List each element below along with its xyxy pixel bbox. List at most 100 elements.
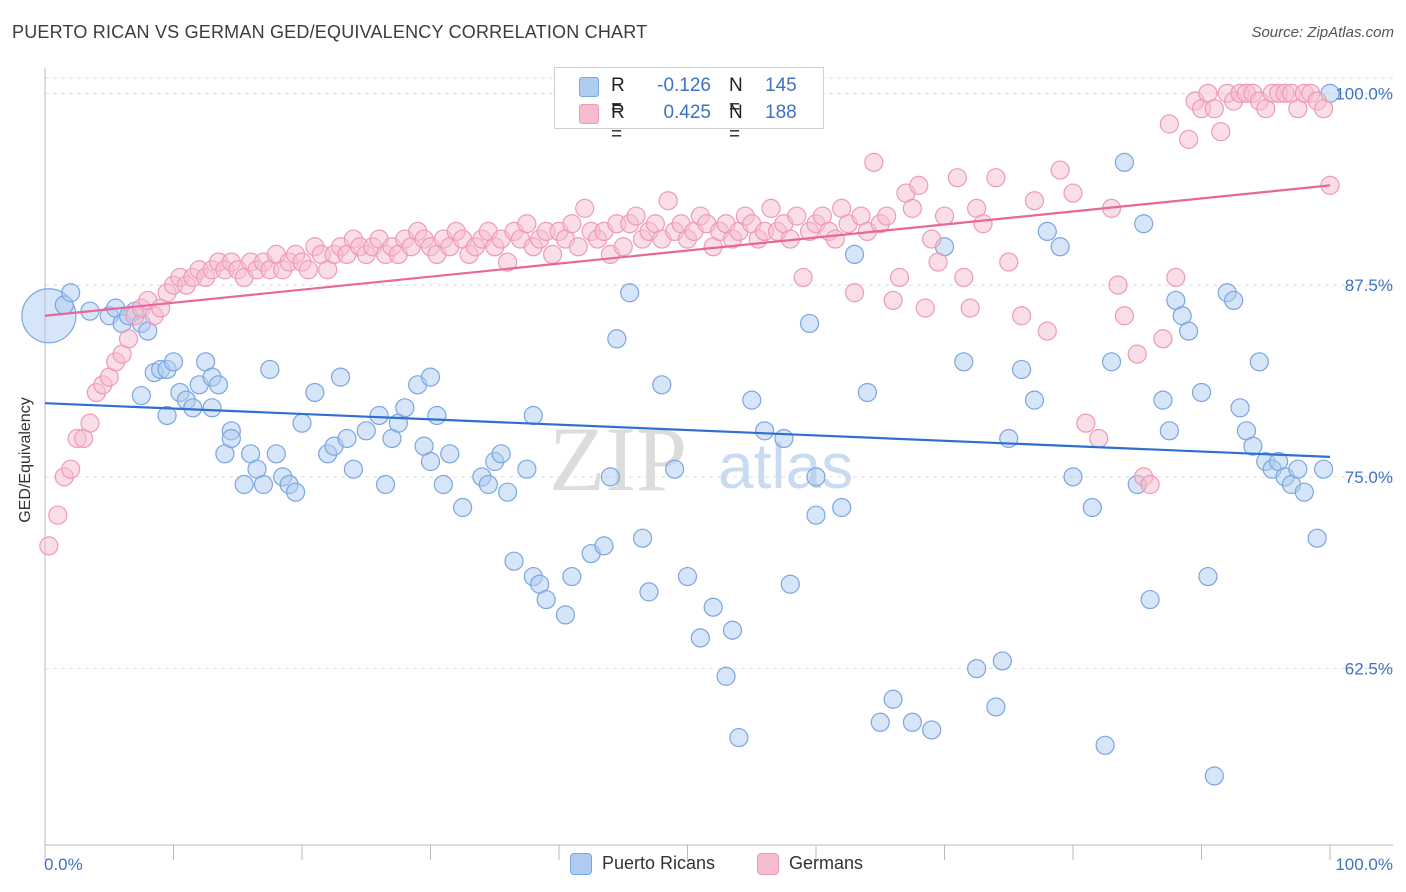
- data-point: [954, 352, 974, 372]
- data-point: [902, 712, 922, 732]
- data-point: [208, 375, 229, 395]
- data-point: [793, 267, 813, 288]
- data-point: [986, 697, 1006, 717]
- data-point: [665, 459, 685, 479]
- data-point: [61, 459, 81, 479]
- data-point: [1011, 306, 1032, 326]
- data-point: [395, 398, 415, 418]
- data-point: [1108, 275, 1128, 295]
- legend-n-label: N =: [729, 102, 743, 145]
- data-point: [1159, 421, 1179, 441]
- data-point: [1179, 321, 1199, 341]
- data-point: [600, 467, 621, 487]
- data-point: [202, 398, 222, 418]
- source-label: Source: ZipAtlas.com: [1251, 24, 1394, 41]
- data-point: [1307, 528, 1327, 548]
- data-point: [844, 244, 865, 265]
- data-point: [48, 505, 68, 525]
- data-point: [774, 428, 794, 449]
- legend-swatch-pink: [579, 104, 599, 124]
- data-point: [1313, 459, 1334, 479]
- data-point: [787, 206, 807, 226]
- data-point: [967, 658, 987, 679]
- y-tick-label: 87.5%: [1345, 276, 1393, 295]
- legend-label-puerto-ricans: Puerto Ricans: [602, 853, 716, 873]
- data-point: [677, 566, 698, 587]
- data-point: [555, 605, 576, 625]
- legend-n-label: N =: [729, 75, 743, 118]
- legend-r-value: -0.126: [657, 75, 711, 96]
- data-point: [915, 298, 935, 318]
- data-point: [806, 505, 826, 525]
- data-point: [157, 405, 177, 426]
- data-point: [799, 313, 820, 334]
- data-point: [620, 283, 640, 303]
- data-point: [427, 405, 447, 426]
- data-point: [986, 168, 1006, 188]
- data-point: [909, 175, 929, 195]
- data-point: [999, 252, 1019, 272]
- watermark-zip: ZIP: [549, 408, 687, 510]
- data-point: [1134, 214, 1154, 234]
- data-point: [39, 536, 59, 556]
- data-point: [922, 229, 942, 249]
- data-point: [1166, 267, 1186, 288]
- data-point: [1089, 428, 1109, 449]
- data-point: [498, 252, 518, 272]
- data-point: [844, 283, 865, 303]
- data-point: [163, 352, 184, 372]
- data-point: [1249, 352, 1269, 372]
- data-point: [80, 413, 100, 433]
- data-point: [1114, 152, 1135, 172]
- data-point: [420, 367, 441, 387]
- legend-swatch-pink: [757, 853, 779, 875]
- data-point: [960, 298, 980, 318]
- data-point: [305, 382, 325, 403]
- legend-r-label: R =: [611, 102, 625, 145]
- data-point: [61, 283, 81, 303]
- data-point: [883, 689, 903, 709]
- data-point: [690, 628, 710, 648]
- data-point: [754, 421, 775, 441]
- data-point: [517, 459, 537, 479]
- data-point: [369, 405, 389, 426]
- data-point: [1204, 99, 1224, 119]
- data-point: [703, 597, 723, 617]
- data-point: [877, 206, 897, 226]
- data-point: [1179, 129, 1199, 149]
- data-point: [568, 237, 588, 257]
- data-point: [652, 375, 672, 395]
- data-point: [1063, 467, 1083, 487]
- data-point: [337, 428, 357, 449]
- data-point: [1011, 359, 1032, 380]
- data-point: [864, 152, 884, 172]
- data-point: [889, 267, 910, 288]
- data-point: [420, 451, 441, 472]
- data-point: [1211, 122, 1231, 142]
- data-point: [1313, 99, 1334, 119]
- data-point: [1024, 191, 1045, 211]
- data-point: [1050, 237, 1070, 257]
- data-point: [594, 536, 614, 556]
- trend-lines: [44, 184, 1331, 458]
- y-tick-label: 62.5%: [1345, 660, 1393, 679]
- data-point: [632, 528, 653, 548]
- data-point: [234, 474, 254, 495]
- data-point: [504, 551, 524, 571]
- data-point: [1153, 390, 1173, 410]
- legend-n-value: 145: [765, 75, 797, 96]
- data-point: [330, 367, 351, 387]
- data-point: [613, 237, 633, 257]
- data-point: [1204, 766, 1224, 786]
- data-point: [1114, 306, 1135, 326]
- data-point: [928, 252, 948, 272]
- data-point: [536, 589, 556, 610]
- data-point: [523, 405, 543, 426]
- data-point: [1198, 566, 1218, 587]
- data-point: [1288, 459, 1308, 479]
- legend-label-germans: Germans: [789, 853, 864, 873]
- watermark: ZIP atlas: [549, 408, 853, 510]
- data-point: [1140, 589, 1160, 610]
- data-point: [562, 214, 582, 234]
- data-point: [954, 267, 974, 288]
